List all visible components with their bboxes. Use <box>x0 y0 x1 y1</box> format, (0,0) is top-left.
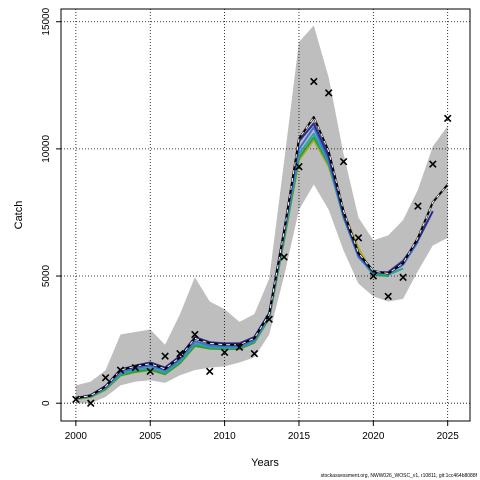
observed-point-stroke <box>72 395 80 404</box>
observed-point <box>131 363 140 372</box>
observed-point <box>369 272 378 280</box>
x-tick-label: 2010 <box>213 431 236 442</box>
x-tick-label: 2005 <box>139 431 162 442</box>
observed-point <box>354 234 363 242</box>
plot-frame <box>60 8 471 422</box>
y-tick-label: 5000 <box>41 264 52 287</box>
observed-point-stroke <box>369 272 378 280</box>
observed-point-stroke <box>265 315 273 324</box>
y-tick-label: 15000 <box>41 7 52 35</box>
x-tick-label: 2015 <box>288 431 311 442</box>
x-tick-label: 2025 <box>437 431 460 442</box>
observed-point <box>72 395 80 404</box>
observed-point <box>250 349 259 358</box>
observed-point-stroke <box>220 348 229 357</box>
x-tick-label: 2020 <box>362 431 385 442</box>
footnote: stockassessment.org, NWW026_WOSC_v1, r10… <box>321 473 478 479</box>
observed-point-stroke <box>131 363 140 372</box>
observed-point-stroke <box>205 367 214 376</box>
y-tick-label: 10000 <box>41 135 52 163</box>
observed-point <box>235 343 244 352</box>
observed-point <box>384 292 392 301</box>
observed-point-stroke <box>161 352 169 360</box>
observed-point <box>324 89 333 97</box>
grid-lines <box>61 9 470 421</box>
observed-point <box>191 330 199 339</box>
observed-point <box>220 348 229 357</box>
observed-point <box>295 162 303 171</box>
observed-point <box>176 349 184 358</box>
observed-point-stroke <box>339 157 348 166</box>
observed-point-stroke <box>354 234 363 242</box>
observed-point-stroke <box>116 366 125 374</box>
x-tick-label: 2000 <box>65 431 88 442</box>
x-axis-title: Years <box>251 457 279 469</box>
observed-point-stroke <box>280 253 288 261</box>
y-tick-label: 0 <box>41 400 52 406</box>
observed-point <box>86 399 95 407</box>
observed-point <box>161 352 169 360</box>
series-line-3 <box>75 126 419 400</box>
observed-point-stroke <box>443 114 452 123</box>
observed-point <box>205 367 214 376</box>
observed-point <box>429 160 437 168</box>
observed-point-stroke <box>429 160 437 168</box>
observed-point-stroke <box>384 292 392 301</box>
observed-point-stroke <box>310 77 318 86</box>
observed-point <box>280 253 288 261</box>
observed-point-stroke <box>295 162 303 171</box>
observed-point-stroke <box>146 367 155 376</box>
observed-point-stroke <box>86 399 95 407</box>
observed-point-stroke <box>235 343 244 352</box>
observed-point <box>101 373 110 382</box>
observed-point <box>443 114 452 123</box>
observed-point <box>146 367 155 376</box>
observed-point <box>116 366 125 374</box>
observed-point-stroke <box>399 273 407 282</box>
x-axis: 2000 2005 2010 2015 2020 2025 <box>65 421 460 442</box>
observed-point <box>399 273 407 282</box>
observed-point-stroke <box>250 349 259 358</box>
observed-point-stroke <box>101 373 110 382</box>
observed-point-stroke <box>191 330 199 339</box>
y-axis-title: Catch <box>13 201 25 230</box>
observed-point-stroke <box>324 89 333 97</box>
observed-point <box>310 77 318 86</box>
observed-point <box>414 202 422 210</box>
observed-point <box>339 157 348 166</box>
observed-point-stroke <box>414 202 422 210</box>
observed-point <box>265 315 273 324</box>
observed-point-stroke <box>176 349 184 358</box>
y-axis: 0 5000 10000 15000 <box>41 7 61 406</box>
observed-points <box>72 77 452 407</box>
